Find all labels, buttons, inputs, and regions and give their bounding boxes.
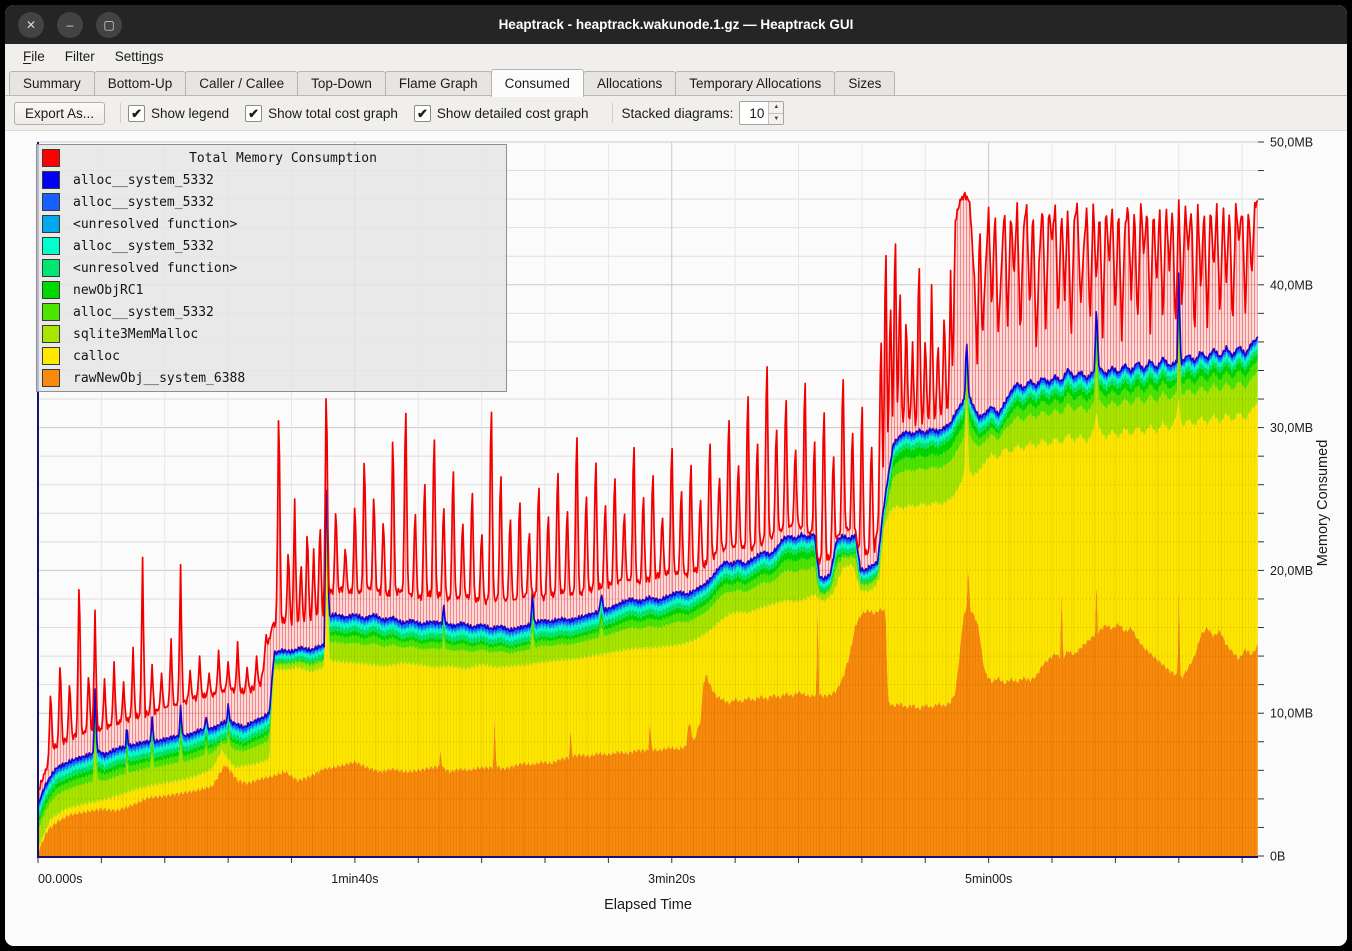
legend-label: alloc__system_5332 <box>73 238 214 254</box>
checkbox-box: ✔ <box>245 104 263 122</box>
legend-label: calloc <box>73 348 120 364</box>
tab-allocations[interactable]: Allocations <box>582 71 677 96</box>
close-button[interactable]: ✕ <box>18 11 44 38</box>
legend-swatch <box>42 325 60 343</box>
window-controls: ✕ – ▢ <box>18 11 135 38</box>
spinbox-buttons: ▲ ▼ <box>768 102 784 124</box>
tab-temporary-allocations[interactable]: Temporary Allocations <box>675 71 836 96</box>
tab-sizes[interactable]: Sizes <box>834 71 896 96</box>
legend-swatch <box>42 369 60 387</box>
menu-item-file[interactable]: File <box>23 48 45 64</box>
svg-text:20,0MB: 20,0MB <box>1270 564 1313 578</box>
maximize-button[interactable]: ▢ <box>96 11 122 38</box>
legend-item: alloc__system_5332 <box>37 191 506 213</box>
legend-swatch <box>42 303 60 321</box>
svg-text:5min00s: 5min00s <box>965 872 1012 886</box>
legend-swatch <box>42 259 60 277</box>
checkbox-box: ✔ <box>413 104 431 122</box>
window-title: Heaptrack - heaptrack.wakunode.1.gz — He… <box>498 17 854 32</box>
menu-item-settings[interactable]: Settings <box>114 48 164 64</box>
legend-item: calloc <box>37 345 506 367</box>
menu-item-filter[interactable]: Filter <box>64 48 95 64</box>
tab-top-down[interactable]: Top-Down <box>297 71 386 96</box>
legend-label: rawNewObj__system_6388 <box>73 370 246 386</box>
legend-swatch <box>42 237 60 255</box>
legend-label: alloc__system_5332 <box>73 304 214 320</box>
legend-label: Total Memory Consumption <box>189 150 377 166</box>
checkbox-label: Show total cost graph <box>268 105 398 121</box>
legend-item: <unresolved function> <box>37 213 506 235</box>
legend-swatch <box>42 281 60 299</box>
spinbox-down-button[interactable]: ▼ <box>769 113 784 124</box>
tab-flame-graph[interactable]: Flame Graph <box>384 71 492 96</box>
legend-swatch <box>42 193 60 211</box>
legend-item: alloc__system_5332 <box>37 169 506 191</box>
legend-title-row: Total Memory Consumption <box>37 147 506 169</box>
legend-item: newObjRC1 <box>37 279 506 301</box>
heaptrack-window: ✕ – ▢ Heaptrack - heaptrack.wakunode.1.gz … <box>5 5 1347 946</box>
legend-label: alloc__system_5332 <box>73 194 214 210</box>
legend-item: alloc__system_5332 <box>37 301 506 323</box>
spinbox-up-button[interactable]: ▲ <box>769 102 784 114</box>
svg-text:30,0MB: 30,0MB <box>1270 421 1313 435</box>
checkbox-show-legend[interactable]: ✔ Show legend <box>128 104 230 122</box>
legend-label: <unresolved function> <box>73 260 238 276</box>
svg-text:3min20s: 3min20s <box>648 872 695 886</box>
legend-swatch <box>42 215 60 233</box>
svg-text:00.000s: 00.000s <box>38 872 82 886</box>
legend-item: sqlite3MemMalloc <box>37 323 506 345</box>
toolbar: Export As... ✔ Show legend ✔ Show total cos… <box>5 96 1347 131</box>
svg-text:1min40s: 1min40s <box>331 872 378 886</box>
checkbox-box: ✔ <box>128 104 146 122</box>
toolbar-separator <box>611 103 613 123</box>
tab-summary[interactable]: Summary <box>9 71 95 96</box>
toolbar-separator <box>120 103 122 123</box>
consumed-chart: 00.000s 1min40s 3min20s 5min00s 0B 10,0MB 20,0… <box>5 131 1347 946</box>
svg-text:Memory Consumed: Memory Consumed <box>1315 440 1331 567</box>
svg-text:Elapsed Time: Elapsed Time <box>604 897 692 913</box>
checkbox-show-total-cost-graph[interactable]: ✔ Show total cost graph <box>245 104 398 122</box>
menubar: File Filter Settings <box>5 44 1347 68</box>
spinbox-value: 10 <box>749 105 765 121</box>
tab-caller-callee[interactable]: Caller / Callee <box>185 71 299 96</box>
minimize-button[interactable]: – <box>57 11 83 38</box>
titlebar: ✕ – ▢ Heaptrack - heaptrack.wakunode.1.gz … <box>5 5 1347 44</box>
legend-label: <unresolved function> <box>73 216 238 232</box>
legend-label: alloc__system_5332 <box>73 172 214 188</box>
legend-label: newObjRC1 <box>73 282 144 298</box>
legend-item: rawNewObj__system_6388 <box>37 367 506 389</box>
svg-text:40,0MB: 40,0MB <box>1270 278 1313 292</box>
legend-item: alloc__system_5332 <box>37 235 506 257</box>
legend-item: <unresolved function> <box>37 257 506 279</box>
svg-text:50,0MB: 50,0MB <box>1270 136 1313 150</box>
checkbox-label: Show detailed cost graph <box>436 105 589 121</box>
checkbox-label: Show legend <box>151 105 230 121</box>
tab-bottom-up[interactable]: Bottom-Up <box>93 71 187 96</box>
legend-swatch <box>42 149 60 167</box>
svg-text:0B: 0B <box>1270 850 1285 864</box>
chart-legend: Total Memory Consumption alloc__system_53… <box>36 144 507 392</box>
legend-swatch <box>42 347 60 365</box>
stacked-diagrams-spinbox[interactable]: 10 ▲ ▼ <box>739 101 785 125</box>
legend-label: sqlite3MemMalloc <box>73 326 199 342</box>
tab-bar: Summary Bottom-Up Caller / Callee Top-Down F… <box>5 68 1347 97</box>
svg-text:10,0MB: 10,0MB <box>1270 707 1313 721</box>
checkbox-show-detailed-cost-graph[interactable]: ✔ Show detailed cost graph <box>413 104 589 122</box>
stacked-diagrams-label: Stacked diagrams: <box>621 105 734 121</box>
tab-consumed[interactable]: Consumed <box>490 69 584 97</box>
export-as-button[interactable]: Export As... <box>14 101 106 125</box>
legend-swatch <box>42 171 60 189</box>
